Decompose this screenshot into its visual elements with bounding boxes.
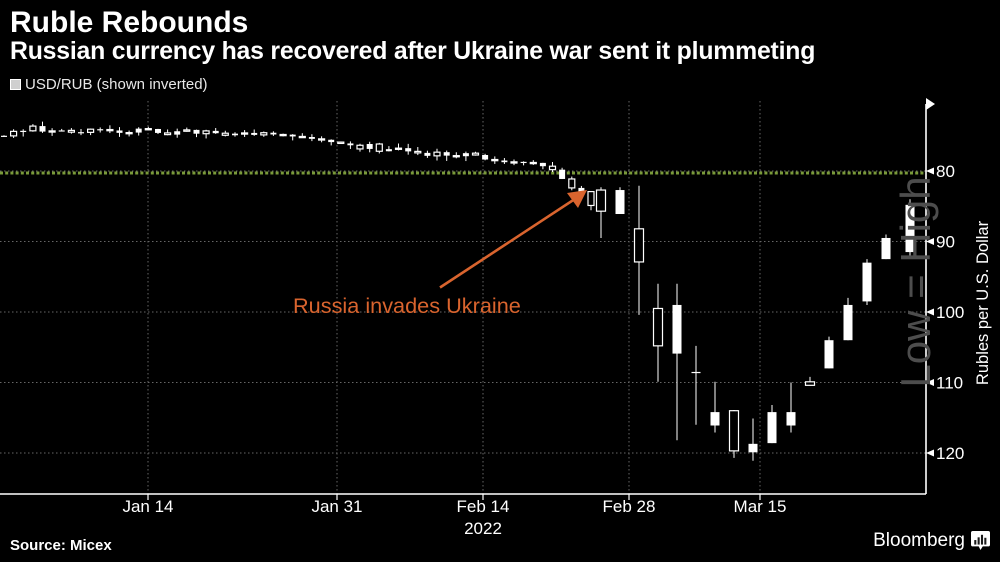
svg-text:Low = High: Low = High [892,176,939,387]
svg-text:Jan 14: Jan 14 [122,497,173,516]
svg-text:Mar 15: Mar 15 [734,497,787,516]
svg-text:Feb 14: Feb 14 [457,497,510,516]
svg-text:100: 100 [936,303,964,322]
svg-text:Jan 31: Jan 31 [311,497,362,516]
svg-text:2022: 2022 [464,519,502,538]
svg-text:Rubles per U.S. Dollar: Rubles per U.S. Dollar [974,220,992,385]
svg-text:110: 110 [936,374,963,393]
svg-text:Feb 28: Feb 28 [603,497,656,516]
svg-text:120: 120 [936,444,964,463]
